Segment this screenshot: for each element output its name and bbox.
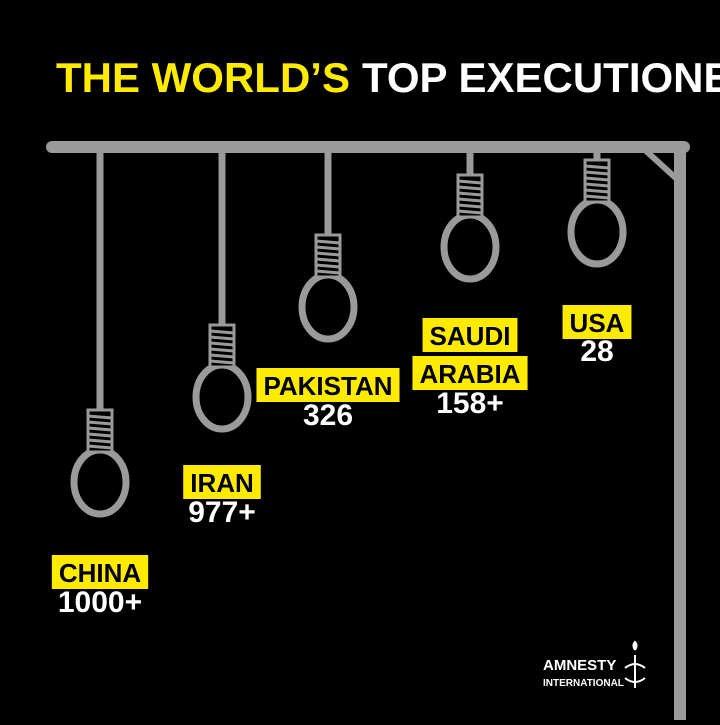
country-label: PAKISTAN [263,371,392,401]
title-highlight: THE WORLD’S [56,54,350,101]
coil-wrap [87,432,113,438]
coil-wrap [315,251,341,257]
logo: AMNESTY INTERNATIONAL [543,640,646,689]
label-box [51,555,149,589]
coil-wrap [584,182,610,188]
label-box [183,465,261,499]
gallows [46,141,690,720]
coil-wrap [584,176,610,182]
label-box [422,318,518,352]
coil-wrap [315,239,341,245]
coil-wrap [584,170,610,176]
country-label: CHINA [59,558,142,588]
country-label: ARABIA [419,359,520,389]
logo-candle [624,640,646,688]
country-label: IRAN [190,468,254,498]
coil-wrap [584,194,610,200]
coil-wrap [209,329,235,335]
execution-count: 1000+ [58,586,142,619]
gallows-brace [642,147,681,183]
label-box [256,368,400,402]
coil-wrap [209,335,235,341]
coil-wrap [87,444,113,450]
coil-wrap [87,420,113,426]
coil-wrap [315,245,341,251]
nooses: CHINA1000+IRAN977+PAKISTAN326SAUDIARABIA… [51,147,632,619]
coil-wrap [457,185,483,191]
execution-count: 977+ [188,496,256,529]
title: THE WORLD’S TOP EXECUTIONERS [56,54,720,101]
coil-wrap [209,347,235,353]
label-box [412,356,528,390]
coil-wrap [315,269,341,275]
coil-wrap [209,341,235,347]
coil-wrap [457,179,483,185]
coil-wrap [457,203,483,209]
label-box [562,305,632,339]
execution-count: 326 [303,399,353,432]
country-label: SAUDI [430,321,511,351]
coil-wrap [209,359,235,365]
logo-line2: INTERNATIONAL [543,678,624,689]
execution-count: 158+ [436,387,504,420]
coil-wrap [584,188,610,194]
coil-wrap [315,257,341,263]
coil-wrap [87,426,113,432]
coil-wrap [584,164,610,170]
logo-line1: AMNESTY [543,657,616,674]
title-rest: TOP EXECUTIONERS [362,54,720,101]
coil-wrap [87,414,113,420]
country-label: USA [570,308,625,338]
coil-wrap [315,263,341,269]
coil-wrap [457,209,483,215]
coil-wrap [457,191,483,197]
execution-count: 28 [580,335,613,368]
coil-wrap [87,438,113,444]
coil-wrap [457,197,483,203]
coil-wrap [209,353,235,359]
